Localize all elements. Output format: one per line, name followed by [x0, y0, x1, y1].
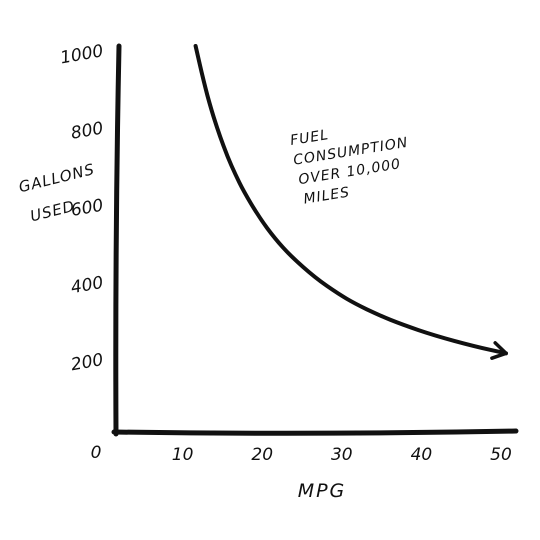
y-axis-title-line-1: GALLONS — [17, 160, 97, 196]
y-axis-title-line-2: USED — [28, 197, 77, 225]
y-tick-label: 1000 — [59, 41, 105, 68]
x-tick-label: 40 — [411, 445, 433, 465]
y-axis — [113, 43, 122, 437]
y-tick-label: 400 — [69, 273, 104, 298]
annotation: FUEL CONSUMPTION OVER 10,000 MILES — [289, 127, 409, 208]
x-tick-label: 20 — [251, 445, 273, 465]
arrowhead — [490, 341, 508, 360]
y-tick-label: 200 — [69, 350, 104, 375]
x-tick-label: 10 — [172, 445, 194, 465]
x-tick-labels: 10 20 30 40 50 — [172, 445, 512, 465]
x-axis — [111, 428, 519, 436]
y-tick-label: 800 — [69, 118, 104, 143]
origin-label: 0 — [91, 443, 102, 463]
x-axis-title: MPG — [298, 480, 347, 502]
annotation-line-1: FUEL — [289, 127, 330, 149]
x-tick-label: 50 — [490, 445, 512, 465]
annotation-line-4: MILES — [302, 184, 351, 207]
series-line — [193, 44, 508, 356]
x-tick-label: 30 — [331, 445, 353, 465]
